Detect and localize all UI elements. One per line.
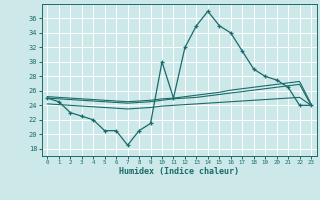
X-axis label: Humidex (Indice chaleur): Humidex (Indice chaleur) [119, 167, 239, 176]
